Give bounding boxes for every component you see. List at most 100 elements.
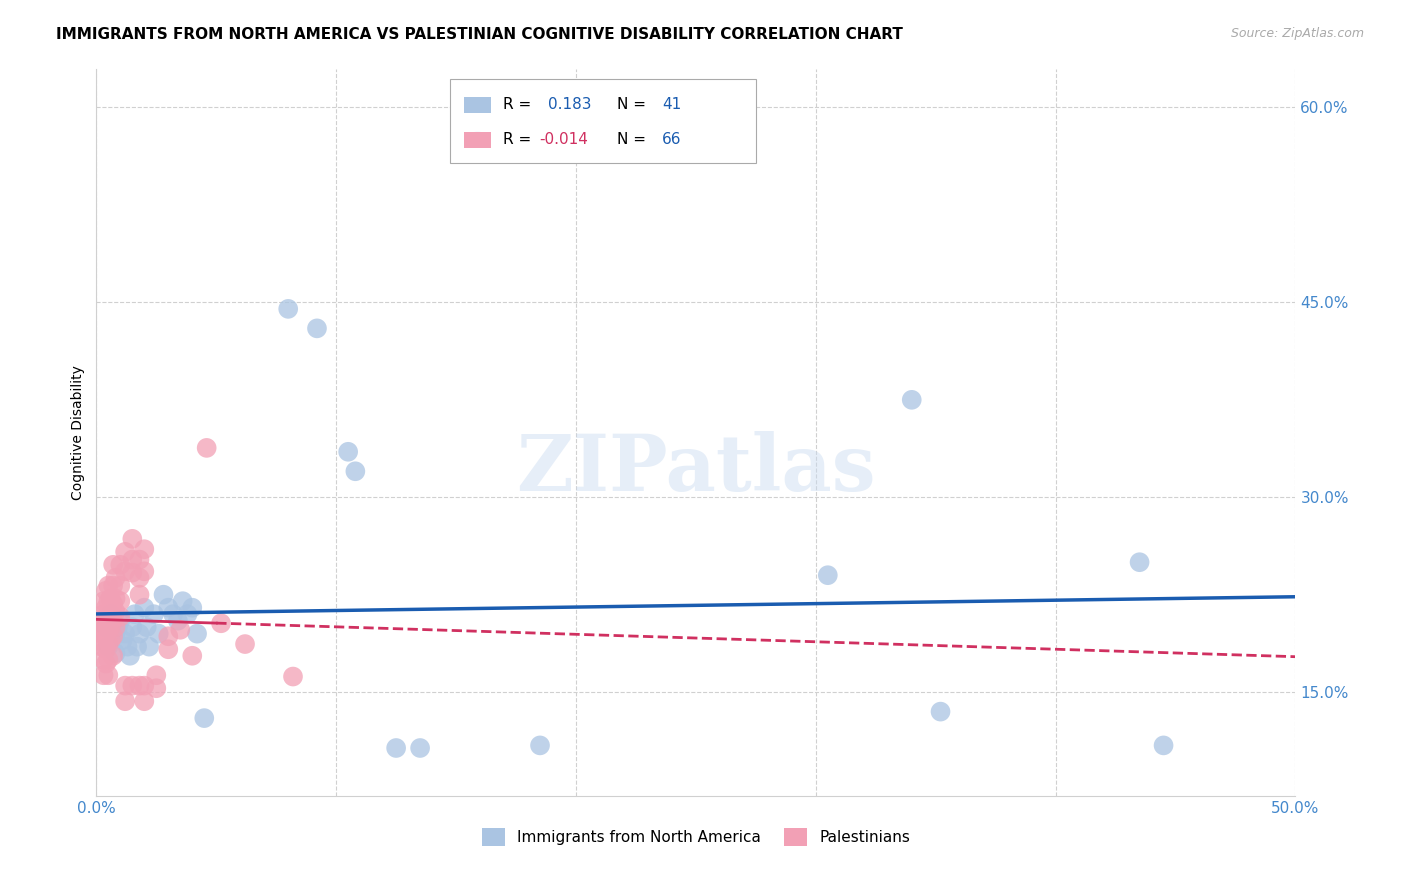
- Bar: [464, 96, 491, 112]
- Point: [100, 591, 122, 606]
- Point: [145, 681, 167, 696]
- Point: [101, 614, 124, 628]
- Point: [121, 620, 143, 634]
- Point: [124, 607, 146, 622]
- Text: 0.183: 0.183: [548, 97, 592, 112]
- Point: [100, 607, 122, 622]
- Point: [114, 564, 136, 578]
- Point: [93, 636, 115, 650]
- Point: [337, 444, 360, 458]
- Point: [97, 607, 120, 622]
- Point: [107, 620, 129, 634]
- Point: [152, 588, 174, 602]
- Point: [90, 640, 112, 654]
- Point: [93, 607, 115, 622]
- Point: [100, 607, 122, 622]
- Point: [114, 679, 136, 693]
- Point: [134, 694, 156, 708]
- Point: [111, 633, 134, 648]
- Text: -0.014: -0.014: [538, 132, 588, 147]
- Point: [110, 578, 132, 592]
- Point: [157, 600, 180, 615]
- Point: [121, 679, 143, 693]
- Point: [193, 711, 215, 725]
- Point: [409, 741, 432, 756]
- Point: [114, 626, 136, 640]
- Point: [101, 558, 124, 572]
- Point: [344, 464, 367, 478]
- Point: [128, 626, 150, 640]
- Point: [148, 626, 170, 640]
- Point: [94, 620, 117, 634]
- Point: [94, 614, 117, 628]
- Text: Source: ZipAtlas.com: Source: ZipAtlas.com: [1230, 27, 1364, 40]
- Point: [277, 301, 299, 316]
- Point: [104, 626, 127, 640]
- Point: [134, 679, 156, 693]
- Point: [121, 566, 143, 580]
- Point: [305, 321, 328, 335]
- Point: [169, 623, 191, 637]
- Point: [172, 594, 194, 608]
- Point: [1129, 555, 1152, 569]
- Point: [900, 392, 922, 407]
- Point: [104, 571, 127, 585]
- Text: R =: R =: [503, 132, 531, 147]
- Point: [157, 642, 180, 657]
- Text: R =: R =: [503, 97, 531, 112]
- Point: [101, 597, 124, 611]
- Point: [114, 694, 136, 708]
- Point: [110, 594, 132, 608]
- Point: [101, 629, 124, 643]
- Point: [104, 605, 127, 619]
- Point: [128, 588, 150, 602]
- Point: [181, 648, 204, 663]
- Point: [97, 668, 120, 682]
- Point: [97, 578, 120, 592]
- Point: [94, 642, 117, 657]
- Point: [186, 626, 208, 640]
- Text: 66: 66: [662, 132, 682, 147]
- Point: [94, 600, 117, 615]
- Point: [134, 600, 156, 615]
- Point: [110, 614, 132, 628]
- Point: [110, 609, 132, 624]
- Point: [128, 679, 150, 693]
- FancyBboxPatch shape: [450, 79, 756, 163]
- Point: [817, 568, 839, 582]
- Point: [104, 591, 127, 606]
- Point: [145, 668, 167, 682]
- Point: [142, 607, 165, 622]
- Point: [138, 640, 160, 654]
- Point: [281, 669, 304, 683]
- Point: [93, 594, 115, 608]
- Point: [100, 633, 122, 648]
- Point: [1153, 739, 1175, 753]
- Point: [134, 542, 156, 557]
- Point: [929, 705, 952, 719]
- Y-axis label: Cognitive Disability: Cognitive Disability: [72, 365, 86, 500]
- Text: 41: 41: [662, 97, 682, 112]
- Point: [233, 637, 256, 651]
- Point: [93, 668, 115, 682]
- Point: [104, 646, 127, 660]
- Point: [97, 594, 120, 608]
- Text: IMMIGRANTS FROM NORTH AMERICA VS PALESTINIAN COGNITIVE DISABILITY CORRELATION CH: IMMIGRANTS FROM NORTH AMERICA VS PALESTI…: [56, 27, 903, 42]
- Point: [128, 552, 150, 566]
- Point: [97, 640, 120, 654]
- Point: [121, 552, 143, 566]
- Point: [94, 657, 117, 671]
- Point: [104, 620, 127, 634]
- Point: [93, 653, 115, 667]
- Point: [529, 739, 551, 753]
- Point: [167, 614, 190, 628]
- Point: [157, 629, 180, 643]
- Point: [117, 640, 139, 654]
- Legend: Immigrants from North America, Palestinians: Immigrants from North America, Palestini…: [474, 820, 918, 854]
- Text: N =: N =: [617, 132, 645, 147]
- Point: [127, 640, 149, 654]
- Point: [181, 600, 204, 615]
- Point: [135, 620, 157, 634]
- Point: [97, 653, 120, 667]
- Point: [134, 564, 156, 578]
